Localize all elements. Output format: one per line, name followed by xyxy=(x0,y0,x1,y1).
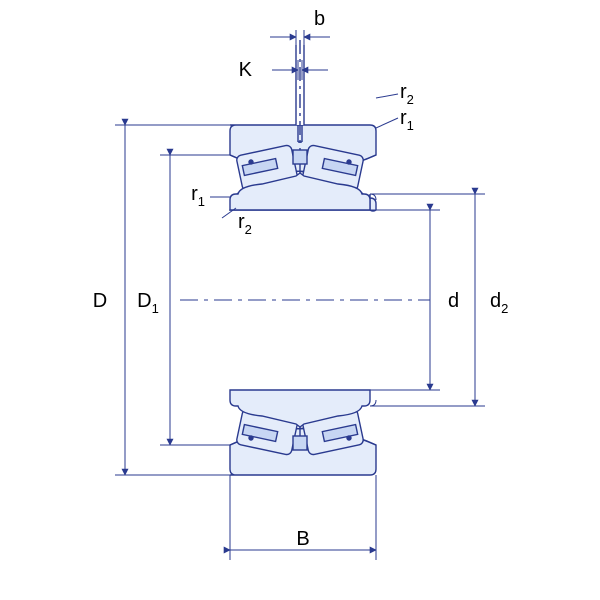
guide-ring-top xyxy=(293,150,307,164)
dim-D xyxy=(115,125,230,475)
dim-d xyxy=(370,210,440,390)
label-b: b xyxy=(314,8,325,30)
label-r1-outer: r1 xyxy=(400,107,414,133)
label-r2-inner: r2 xyxy=(238,211,252,237)
label-d2: d2 xyxy=(490,290,508,316)
label-D: D xyxy=(93,290,107,312)
bearing-cross-section-diagram: D D1 d d2 B b K r2 r1 r1 r2 xyxy=(0,0,600,600)
label-r2-outer: r2 xyxy=(400,81,414,107)
label-D1: D1 xyxy=(137,290,159,316)
guide-ring-bottom xyxy=(293,436,307,450)
label-d: d xyxy=(448,290,459,312)
label-B: B xyxy=(296,528,309,550)
label-K: K xyxy=(239,59,253,81)
label-r1-inner: r1 xyxy=(191,183,205,209)
